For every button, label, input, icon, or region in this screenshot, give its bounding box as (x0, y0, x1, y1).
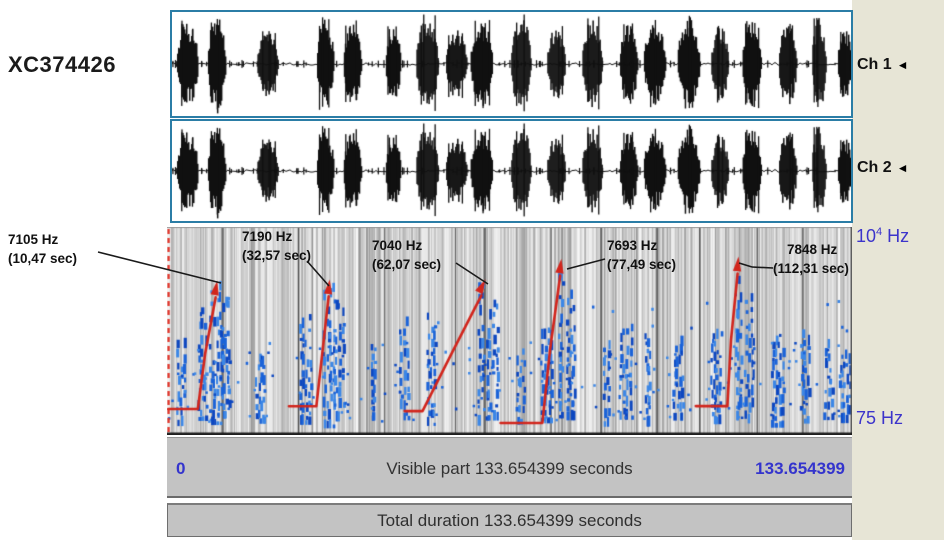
waveform-ch1-canvas (172, 12, 851, 116)
annotation-5: 7848 Hz (112,31 sec) (773, 240, 849, 278)
side-background (852, 0, 944, 540)
annotation-frequency: 7693 Hz (607, 238, 658, 253)
channel-1-label: Ch 1 (857, 56, 892, 73)
channel-2-label: Ch 2 (857, 159, 892, 176)
speaker-icon[interactable]: ◄ (896, 161, 909, 175)
annotation-frequency: 7040 Hz (372, 238, 423, 253)
annotation-time: (112,31 sec) (773, 261, 849, 276)
annotation-time: (62,07 sec) (372, 257, 442, 272)
annotation-frequency: 7848 Hz (787, 242, 838, 257)
annotation-frequency: 7190 Hz (242, 229, 293, 244)
freq-axis-min-label: 75 Hz (856, 408, 904, 428)
spectrogram-panel[interactable] (167, 227, 852, 435)
annotation-1: 7105 Hz (10,47 sec) (8, 230, 77, 268)
visible-part-bar[interactable]: 0 Visible part 133.654399 seconds 133.65… (167, 437, 852, 498)
annotation-frequency: 7105 Hz (8, 232, 59, 247)
visible-part-label: Visible part 133.654399 seconds (386, 459, 633, 478)
annotation-time: (77,49 sec) (607, 257, 677, 272)
total-duration-bar: Total duration 133.654399 seconds (167, 503, 852, 537)
recording-id: XC374426 (8, 52, 116, 77)
annotation-2: 7190 Hz (32,57 sec) (242, 227, 311, 265)
annotation-3: 7040 Hz (62,07 sec) (372, 236, 441, 274)
channel-1-label-row: Ch 1 ◄ (857, 56, 909, 74)
channel-2-label-row: Ch 2 ◄ (857, 159, 909, 177)
visible-end-value: 133.654399 (755, 459, 845, 478)
waveform-panel-ch1[interactable] (170, 10, 853, 118)
visible-start-value: 0 (176, 459, 186, 478)
speaker-icon[interactable]: ◄ (896, 58, 909, 72)
freq-max-exponent: 4 (876, 226, 883, 238)
annotation-4: 7693 Hz (77,49 sec) (607, 236, 676, 274)
freq-max-unit: Hz (882, 226, 910, 246)
freq-axis-max-label: 104 Hz (856, 226, 909, 247)
annotation-time: (32,57 sec) (242, 248, 312, 263)
waveform-ch2-canvas (172, 121, 851, 221)
spectrogram-canvas (167, 227, 852, 435)
total-duration-label: Total duration 133.654399 seconds (377, 510, 642, 530)
freq-max-base: 10 (856, 226, 877, 246)
waveform-panel-ch2[interactable] (170, 119, 853, 223)
annotation-time: (10,47 sec) (8, 251, 78, 266)
